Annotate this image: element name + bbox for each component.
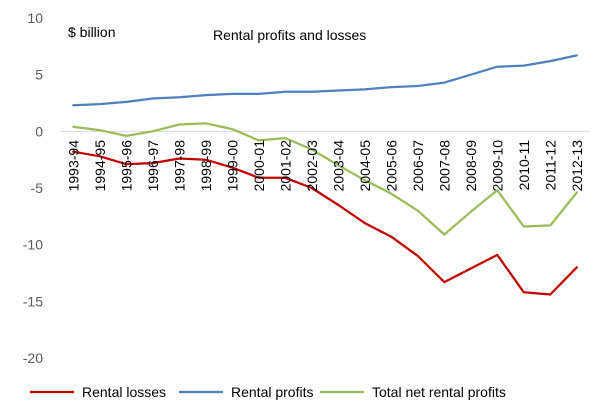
x-tick-label: 1996-97 (145, 140, 161, 192)
x-tick-label: 2009-10 (489, 140, 505, 192)
legend: Rental losses Rental profits Total net ren… (30, 384, 506, 400)
legend-label: Total net rental profits (372, 384, 506, 400)
series-line-rental-profits (72, 54, 578, 107)
x-tick-label: 2012-13 (569, 140, 585, 192)
y-axis-label: $ billion (68, 24, 115, 40)
x-tick-label: 1999-00 (224, 140, 240, 192)
x-tick-label: 1998-99 (198, 140, 214, 192)
x-tick-label: 1995-96 (118, 140, 134, 192)
x-tick-label: 1994-95 (92, 140, 108, 192)
y-tick-label: -5 (31, 180, 44, 196)
x-tick-label: 2003-04 (330, 140, 346, 192)
y-axis-ticks: 10 5 0 -5 -10 -15 -20 (23, 10, 43, 366)
x-tick-label: 1997-98 (171, 140, 187, 192)
x-tick-label: 2001-02 (277, 140, 293, 192)
legend-label: Rental losses (82, 384, 166, 400)
x-tick-label: 2011-12 (542, 140, 558, 191)
x-tick-label: 2002-03 (304, 140, 320, 192)
x-tick-label: 2008-09 (463, 140, 479, 192)
x-tick-label: 2010-11 (516, 140, 532, 191)
series-lines (72, 54, 578, 296)
x-tick-label: 2004-05 (357, 140, 373, 192)
x-tick-label: 1993-94 (65, 140, 81, 192)
y-tick-label: 10 (27, 10, 43, 26)
x-tick-label: 2006-07 (410, 140, 426, 192)
series-line-total-net-rental-profits (72, 122, 578, 236)
x-tick-label: 2007-08 (436, 140, 452, 192)
chart-title: Rental profits and losses (213, 27, 366, 43)
y-tick-label: -20 (23, 350, 43, 366)
series-line-rental-losses (72, 150, 578, 296)
y-tick-label: -15 (23, 293, 43, 309)
y-tick-label: 0 (35, 123, 43, 139)
y-tick-label: -10 (23, 237, 43, 253)
y-tick-label: 5 (35, 67, 43, 83)
x-tick-label: 2005-06 (383, 140, 399, 192)
x-tick-label: 2000-01 (251, 140, 267, 192)
x-axis-ticks: 1993-94 1994-95 1995-96 1996-97 1997-98 1998-… (65, 140, 585, 192)
legend-label: Rental profits (231, 384, 313, 400)
